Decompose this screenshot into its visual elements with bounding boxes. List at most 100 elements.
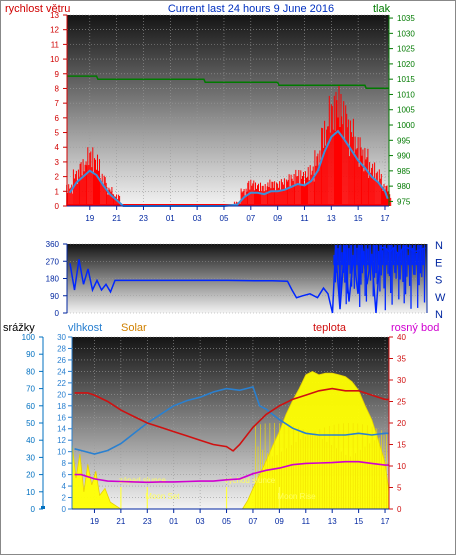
wind-y-tick-label: 7 <box>55 99 60 108</box>
pressure-y-tick-label: 975 <box>397 197 411 206</box>
rain-y-tick-label: 40 <box>26 436 35 445</box>
temp-x-tick-label: 07 <box>249 517 258 526</box>
temp-y-tick-label: 2 <box>62 494 67 503</box>
wind-x-tick-label: 21 <box>112 214 121 223</box>
rain-y-tick-label: 30 <box>26 453 35 462</box>
wind-chart-marks <box>66 75 392 207</box>
wind-y-tick-label: 13 <box>50 11 59 20</box>
rain-y-tick-label: 90 <box>26 350 35 359</box>
event-label: východ slunce <box>225 476 276 485</box>
wind-y-tick-label: 0 <box>55 202 60 211</box>
temp-x-tick-label: 11 <box>302 517 311 526</box>
compass-label: N <box>435 240 443 252</box>
right-y-tick-label: 15 <box>397 441 406 450</box>
temp-x-tick-label: 15 <box>354 517 363 526</box>
right-y-tick-label: 35 <box>397 355 406 364</box>
pressure-y-tick-label: 985 <box>397 167 411 176</box>
compass-label: N <box>435 309 443 321</box>
pressure-line <box>67 75 389 90</box>
right-y-tick-label: 0 <box>397 505 402 514</box>
wind-y-tick-label: 5 <box>55 129 60 138</box>
pressure-y-tick-label: 1005 <box>397 106 415 115</box>
right-y-tick-label: 10 <box>397 462 406 471</box>
rain-y-tick-label: 70 <box>26 385 35 394</box>
temp-y-tick-label: 12 <box>57 436 66 445</box>
wind-speed-label: rychlost větru <box>5 3 70 15</box>
right-y-tick-label: 40 <box>397 333 406 342</box>
direction-chart-marks <box>69 245 426 314</box>
wind-x-tick-label: 01 <box>166 214 175 223</box>
wind-y-tick-label: 12 <box>50 26 59 35</box>
pressure-y-tick-label: 1010 <box>397 90 415 99</box>
temp-y-tick-label: 16 <box>57 413 66 422</box>
temp-y-tick-label: 0 <box>62 505 67 514</box>
pressure-label: tlak <box>373 3 391 15</box>
rain-y-tick-label: 100 <box>22 333 36 342</box>
dewpoint-label: rosný bod <box>391 322 439 334</box>
temp-x-tick-label: 23 <box>143 517 152 526</box>
compass-label: S <box>435 275 442 287</box>
rain-y-tick-label: 50 <box>26 419 35 428</box>
temp-y-tick-label: 30 <box>57 333 66 342</box>
temp-y-tick-label: 28 <box>57 344 66 353</box>
temp-x-tick-label: 21 <box>116 517 125 526</box>
direction-y-tick-label: 180 <box>46 275 60 284</box>
right-y-tick-label: 30 <box>397 376 406 385</box>
wind-y-tick-label: 4 <box>55 143 60 152</box>
temp-y-tick-label: 14 <box>57 425 66 434</box>
temperature-chart-axes: 0246810121416182022242628300102030405060… <box>22 333 407 526</box>
temp-x-tick-label: 05 <box>222 517 231 526</box>
rain-y-tick-label: 0 <box>31 505 36 514</box>
temperature-line <box>74 387 389 452</box>
pressure-y-tick-label: 1020 <box>397 60 415 69</box>
pressure-y-tick-label: 1030 <box>397 29 415 38</box>
temp-x-tick-label: 17 <box>381 517 390 526</box>
wind-y-tick-label: 10 <box>50 55 59 64</box>
wind-x-tick-label: 19 <box>85 214 94 223</box>
wind-y-tick-label: 6 <box>55 114 60 123</box>
temp-y-tick-label: 4 <box>62 482 67 491</box>
pressure-y-tick-label: 1035 <box>397 14 415 23</box>
compass-label: W <box>435 292 446 304</box>
temp-x-tick-label: 01 <box>169 517 178 526</box>
direction-y-tick-label: 0 <box>55 309 60 318</box>
temp-y-tick-label: 22 <box>57 379 66 388</box>
rain-y-tick-label: 10 <box>26 488 35 497</box>
temp-y-tick-label: 6 <box>62 471 67 480</box>
wind-x-tick-label: 09 <box>273 214 282 223</box>
wind-y-tick-label: 9 <box>55 70 60 79</box>
rain-y-tick-label: 60 <box>26 402 35 411</box>
direction-chart-axes: 0 N 90 W 180 S 270 E 360 N <box>46 240 446 321</box>
temp-y-tick-label: 18 <box>57 402 66 411</box>
temp-y-tick-label: 24 <box>57 367 66 376</box>
right-y-tick-label: 25 <box>397 398 406 407</box>
wind-x-tick-label: 03 <box>193 214 202 223</box>
rain-label: srážky <box>3 322 35 334</box>
wind-y-tick-label: 3 <box>55 158 60 167</box>
right-y-tick-label: 20 <box>397 419 406 428</box>
wind-x-tick-label: 17 <box>381 214 390 223</box>
wind-y-tick-label: 2 <box>55 173 60 182</box>
temp-x-tick-label: 13 <box>328 517 337 526</box>
compass-label: E <box>435 257 442 269</box>
rain-y-tick-label: 80 <box>26 367 35 376</box>
direction-y-tick-label: 360 <box>46 240 60 249</box>
wind-average-line <box>68 129 389 207</box>
temp-y-tick-label: 26 <box>57 356 66 365</box>
dewpoint-line <box>74 460 389 484</box>
temperature-label: teplota <box>313 322 347 334</box>
event-label: Moon Set <box>145 492 180 501</box>
temp-y-tick-label: 8 <box>62 459 67 468</box>
rain-y-tick-label: 20 <box>26 471 35 480</box>
event-label: západ slunce <box>119 476 167 485</box>
solar-label: Solar <box>121 322 147 334</box>
pressure-y-tick-label: 1025 <box>397 45 415 54</box>
chart-title: Current last 24 hours 9 June 2016 <box>168 3 334 15</box>
wind-x-tick-label: 07 <box>246 214 255 223</box>
pressure-y-tick-label: 980 <box>397 182 411 191</box>
wind-x-tick-label: 13 <box>327 214 336 223</box>
wind-x-tick-label: 11 <box>300 214 309 223</box>
